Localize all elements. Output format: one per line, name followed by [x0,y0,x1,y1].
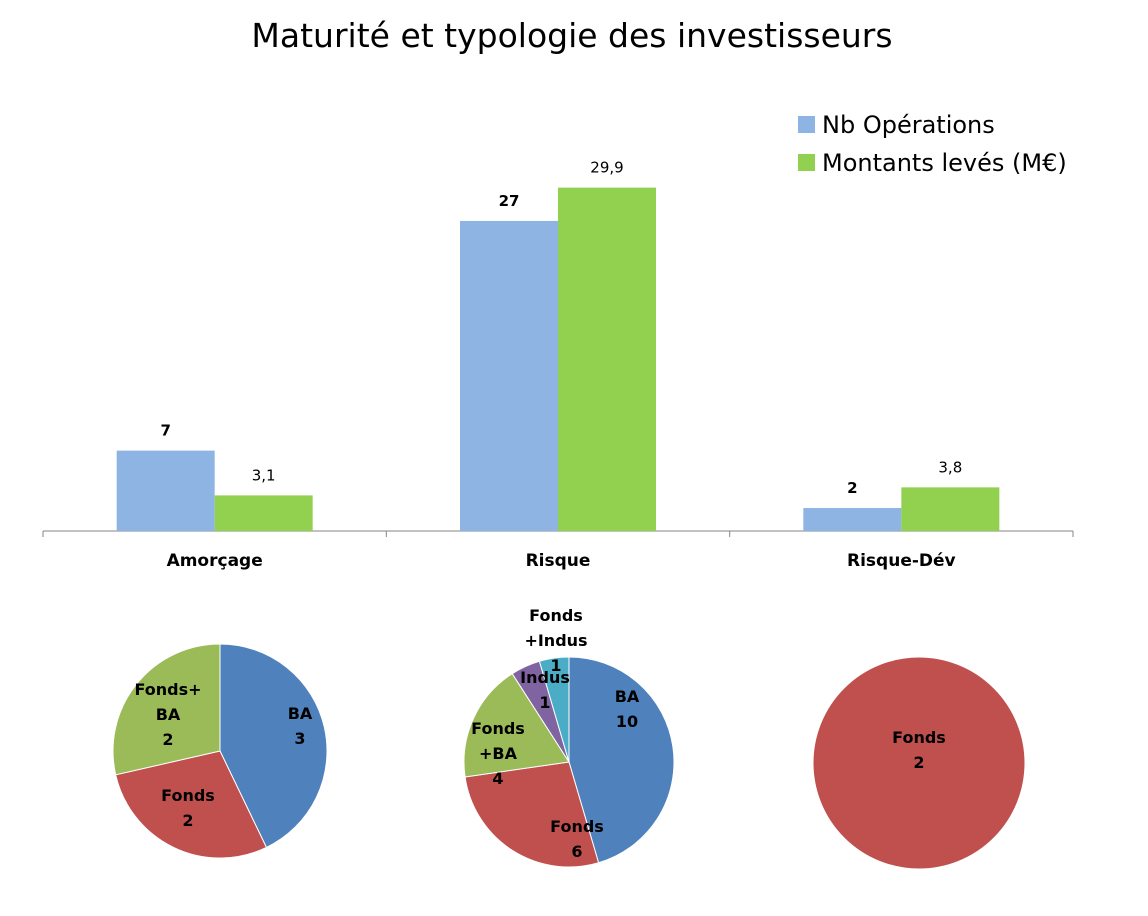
legend: Nb Opérations Montants levés (M€) [798,111,1067,177]
bar-montants-leves-m-risque [558,187,656,531]
chart-title: Maturité et typologie des investisseurs [251,16,892,55]
data-label-montants-leves-m-risque: 29,9 [590,159,623,177]
legend-label-nb-operations: Nb Opérations [822,111,995,139]
legend-swatch-nb-operations [798,116,815,133]
pie-slice-risque-dev-fonds [812,656,1026,870]
pie-label-risque-fonds-ba: Fonds +BA 4 [471,719,525,788]
bar-montants-leves-m-risque-dev [901,487,1000,531]
pie-slice-amorcage-fonds-ba [112,643,221,776]
pie-slice-amorcage-fonds [115,750,268,859]
pie-slice-amorcage-ba [219,643,328,849]
bar-nb-operations-risque [460,220,558,531]
pie-label-risque-indus: Indus 1 [520,668,570,712]
pie-risque-dev: Fonds 2 [812,656,1026,870]
pie-slice-risque-fonds [464,761,600,868]
pie-label-risque-ba: BA 10 [615,687,640,731]
data-label-nb-operations-risque: 27 [499,192,520,210]
category-label-risque: Risque [526,551,591,571]
pie-label-risque-dev-fonds: Fonds 2 [892,728,946,772]
pie-slice-risque-fonds-ba [463,672,570,778]
data-label-nb-operations-amorcage: 7 [160,422,170,440]
category-label-amorcage: Amorçage [167,551,263,571]
legend-swatch-montants-leves [798,154,815,171]
pie-amorcage: BA 3 Fonds 2 Fonds+ BA 2 [112,643,328,859]
pie-label-amorcage-fonds: Fonds 2 [161,786,215,830]
bar-nb-operations-risque-dev [803,508,902,531]
pie-label-amorcage-ba: BA 3 [288,704,313,748]
bar-chart: Amorçage 7 3,1 Risque 27 29,9 Risque-Dév 2 3,8 [42,159,1074,571]
category-label-risque-dev: Risque-Dév [847,551,956,571]
data-label-nb-operations-risque-dev: 2 [847,479,857,497]
pie-label-amorcage-fonds-ba: Fonds+ BA 2 [134,680,201,749]
pie-charts: BA 3 Fonds 2 Fonds+ BA 2 BA 10 Fonds 6 Fonds +BA 4 Ind… [112,606,1026,870]
bar-nb-operations-amorcage [116,450,215,531]
data-label-montants-leves-m-risque-dev: 3,8 [938,458,962,476]
bar-montants-leves-m-amorcage [214,495,313,531]
legend-label-montants-leves: Montants levés (M€) [822,149,1067,177]
pie-slice-risque-ba [568,656,675,864]
data-label-montants-leves-m-amorcage: 3,1 [252,466,276,484]
pie-label-risque-fonds: Fonds 6 [550,817,604,861]
pie-label-risque-fonds-indus: Fonds +Indus 1 [524,606,587,675]
pie-slice-risque-fonds-indus [538,656,570,763]
